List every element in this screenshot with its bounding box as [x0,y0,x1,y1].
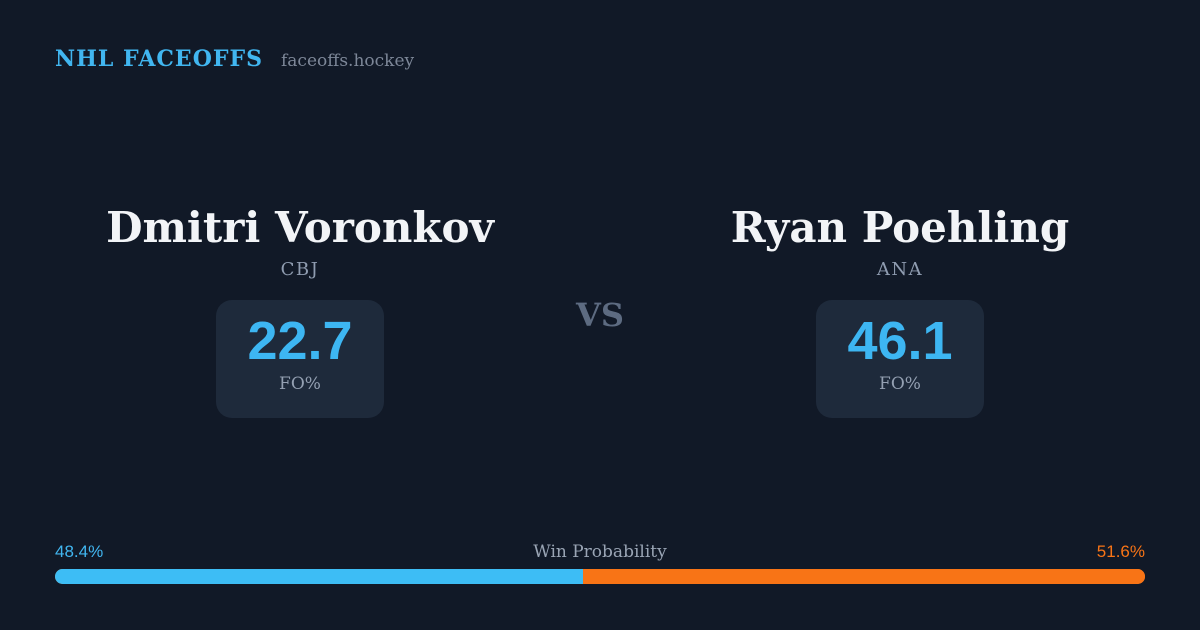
brand-title: NHL FACEOFFS [55,46,263,72]
winprob-left-percent: 48.4% [55,542,104,561]
site-url: faceoffs.hockey [281,51,415,71]
winprob-bar-right [582,569,1145,584]
player-left-team: CBJ [280,259,320,281]
player-left-stat-label: FO% [279,374,321,395]
player-right-stat-value: 46.1 [847,311,953,372]
player-right-team: ANA [876,259,924,281]
player-left-stat-card: 22.7 FO% [216,300,384,419]
header: NHL FACEOFFS faceoffs.hockey [55,46,414,72]
player-right-stat-card: 46.1 FO% [816,300,984,419]
player-left-stat-value: 22.7 [247,311,353,372]
vs-label: VS [576,296,624,334]
winprob-bar [55,569,1145,584]
winprob-right-percent: 51.6% [1096,542,1145,561]
player-right-name: Ryan Poehling [730,203,1070,252]
player-right-stat-label: FO% [879,374,921,395]
winprob-title: Win Probability [533,542,667,562]
winprob-bar-left [55,569,583,584]
player-right-column: Ryan Poehling ANA 46.1 FO% [700,203,1100,419]
player-left-column: Dmitri Voronkov CBJ 22.7 FO% [100,203,500,419]
player-left-name: Dmitri Voronkov [106,203,494,252]
winprob-labels-row: 48.4% Win Probability 51.6% [55,542,1145,562]
